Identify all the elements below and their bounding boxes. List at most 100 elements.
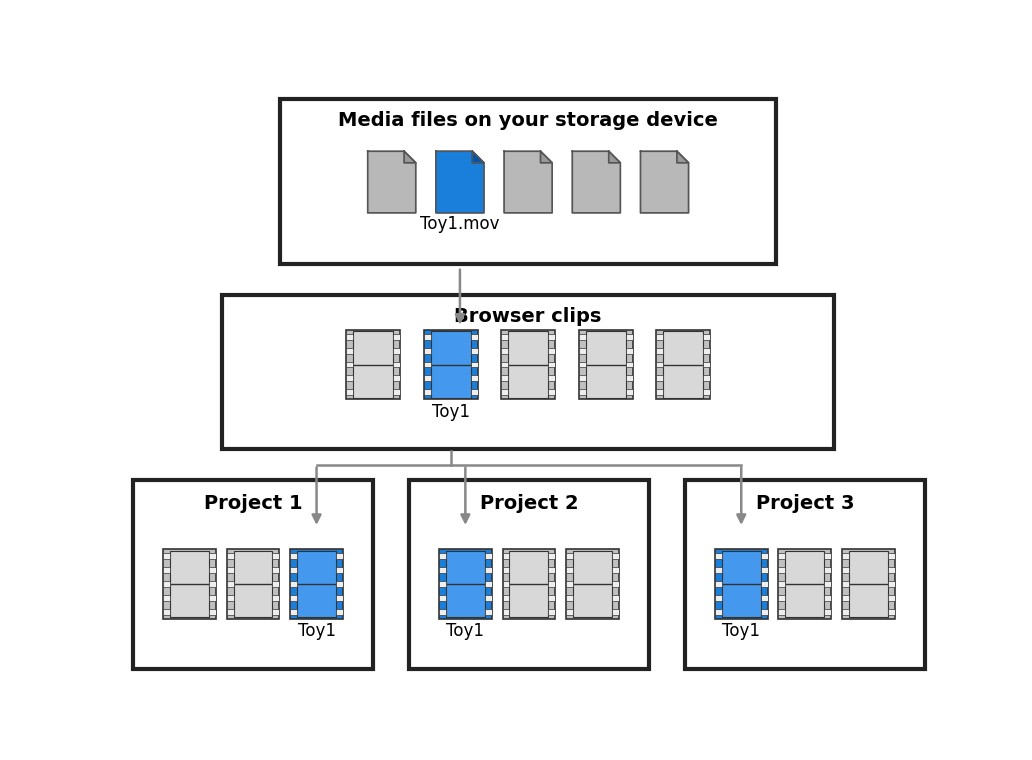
Bar xyxy=(233,551,272,617)
Bar xyxy=(842,549,895,619)
Text: Toy1.mov: Toy1.mov xyxy=(420,214,499,233)
Bar xyxy=(501,375,508,382)
Bar xyxy=(888,581,895,587)
Bar xyxy=(208,609,216,615)
Bar xyxy=(778,553,785,559)
Bar xyxy=(715,595,721,601)
Bar xyxy=(579,362,585,368)
Bar xyxy=(393,348,400,353)
Bar xyxy=(163,581,170,587)
Bar xyxy=(684,480,925,669)
Bar xyxy=(163,549,216,619)
Text: Project 1: Project 1 xyxy=(203,494,302,513)
Bar xyxy=(625,375,633,382)
Bar xyxy=(272,553,280,559)
Bar xyxy=(222,295,834,449)
Bar xyxy=(163,595,170,601)
Bar xyxy=(703,334,710,340)
Bar xyxy=(423,334,430,340)
Bar xyxy=(290,553,297,559)
Bar xyxy=(825,595,831,601)
Bar xyxy=(272,567,280,573)
Bar xyxy=(548,334,555,340)
Bar xyxy=(703,375,710,382)
Bar xyxy=(548,553,555,559)
Bar xyxy=(548,581,555,587)
Polygon shape xyxy=(367,151,416,213)
Bar xyxy=(208,581,216,587)
Bar xyxy=(849,551,888,617)
Bar xyxy=(761,595,768,601)
Bar xyxy=(393,389,400,395)
Text: Toy1: Toy1 xyxy=(431,403,470,420)
Bar xyxy=(290,581,297,587)
Bar xyxy=(579,334,585,340)
Bar xyxy=(842,567,849,573)
Text: Browser clips: Browser clips xyxy=(454,307,602,326)
Bar xyxy=(439,549,491,619)
Bar xyxy=(656,362,663,368)
Bar xyxy=(656,375,663,382)
Bar xyxy=(656,348,663,353)
Bar xyxy=(133,480,374,669)
Text: Toy1: Toy1 xyxy=(447,622,484,640)
Bar xyxy=(625,389,633,395)
Bar xyxy=(163,553,170,559)
Polygon shape xyxy=(609,151,620,163)
Bar xyxy=(579,348,585,353)
Bar xyxy=(548,375,555,382)
Bar xyxy=(761,553,768,559)
Bar xyxy=(656,389,663,395)
Bar xyxy=(272,595,280,601)
Bar xyxy=(625,334,633,340)
Bar xyxy=(567,567,573,573)
Text: Media files on your storage device: Media files on your storage device xyxy=(338,111,718,130)
Bar xyxy=(336,609,343,615)
Bar xyxy=(612,553,619,559)
Bar xyxy=(703,362,710,368)
Bar xyxy=(888,609,895,615)
Bar xyxy=(503,553,510,559)
Bar xyxy=(446,551,485,617)
Bar xyxy=(888,595,895,601)
Bar xyxy=(612,567,619,573)
Bar xyxy=(227,581,233,587)
Bar xyxy=(778,581,785,587)
Text: Toy1: Toy1 xyxy=(722,622,761,640)
Bar xyxy=(656,330,710,399)
Bar xyxy=(336,595,343,601)
Bar xyxy=(825,553,831,559)
Bar xyxy=(423,375,430,382)
Bar xyxy=(336,553,343,559)
Bar xyxy=(625,348,633,353)
Bar xyxy=(272,581,280,587)
Bar xyxy=(346,389,353,395)
Bar xyxy=(579,375,585,382)
Bar xyxy=(785,551,825,617)
Bar xyxy=(170,551,208,617)
Bar xyxy=(778,609,785,615)
Bar xyxy=(346,330,400,399)
Polygon shape xyxy=(541,151,552,163)
Bar xyxy=(409,480,649,669)
Bar xyxy=(163,609,170,615)
Bar xyxy=(353,331,393,397)
Bar xyxy=(227,609,233,615)
Bar xyxy=(393,334,400,340)
Bar xyxy=(510,551,548,617)
Bar xyxy=(888,553,895,559)
Bar xyxy=(439,567,446,573)
Bar xyxy=(423,330,478,399)
Bar xyxy=(778,567,785,573)
Bar xyxy=(485,567,491,573)
Bar xyxy=(393,375,400,382)
Bar xyxy=(612,609,619,615)
Bar xyxy=(471,334,478,340)
Text: Toy1: Toy1 xyxy=(297,622,335,640)
Bar xyxy=(346,375,353,382)
Bar xyxy=(548,609,555,615)
Bar xyxy=(346,348,353,353)
Bar xyxy=(336,581,343,587)
Bar xyxy=(548,567,555,573)
Bar xyxy=(715,549,768,619)
